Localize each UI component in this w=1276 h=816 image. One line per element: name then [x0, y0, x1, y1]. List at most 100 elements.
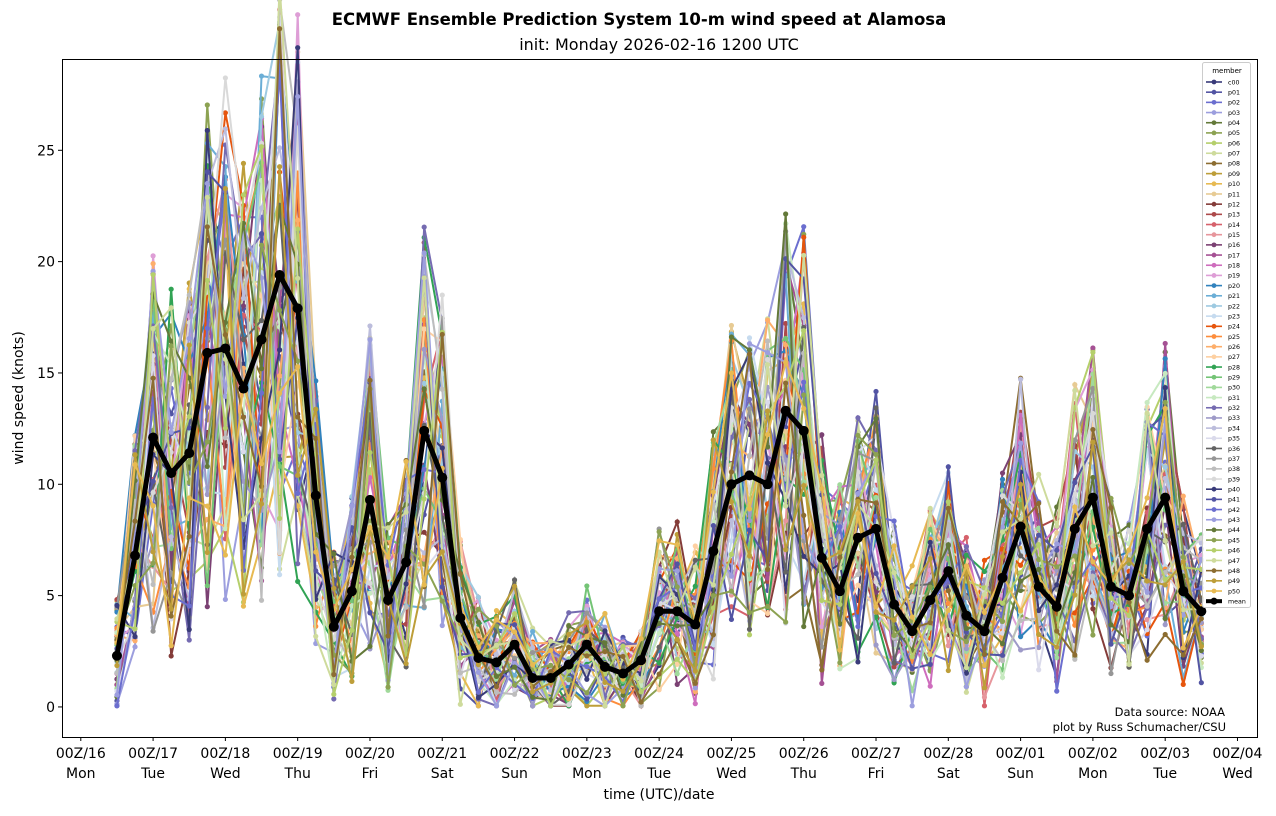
- member-point: [710, 676, 716, 682]
- mean-point: [1033, 581, 1044, 592]
- member-point: [855, 510, 861, 517]
- member-point: [548, 638, 554, 644]
- member-point: [638, 689, 644, 695]
- member-point: [1018, 412, 1024, 418]
- legend-swatch-marker: [1211, 385, 1217, 390]
- member-point: [222, 186, 228, 192]
- member-point: [331, 696, 337, 702]
- member-point: [981, 557, 988, 563]
- member-point: [764, 349, 771, 356]
- member-point: [349, 678, 355, 684]
- member-point: [1090, 543, 1096, 549]
- mean-point: [455, 612, 466, 623]
- member-point: [638, 703, 644, 709]
- legend-swatch-marker: [1211, 446, 1217, 451]
- member-point: [656, 671, 662, 677]
- member-point: [909, 593, 915, 600]
- member-point: [981, 651, 988, 657]
- legend-swatch-marker: [1211, 456, 1217, 462]
- member-point: [313, 568, 319, 574]
- member-point: [891, 570, 897, 576]
- member-point: [548, 703, 554, 709]
- credit-annotation: plot by Russ Schumacher/CSU: [1053, 720, 1226, 734]
- member-point: [168, 505, 174, 511]
- member-point: [277, 164, 283, 170]
- member-point: [819, 485, 825, 492]
- x-tick-day-label: Tue: [140, 766, 165, 782]
- member-point: [457, 655, 463, 661]
- member-point: [150, 581, 156, 588]
- mean-point: [961, 610, 972, 621]
- member-point: [1090, 606, 1096, 612]
- mean-point: [509, 639, 520, 650]
- legend-swatch-marker: [1211, 425, 1217, 431]
- member-point: [909, 654, 915, 660]
- series-layer: [111, 0, 1207, 710]
- member-point: [168, 429, 174, 435]
- member-point: [1054, 582, 1060, 588]
- legend-swatch-marker: [1211, 242, 1217, 248]
- member-point: [710, 582, 716, 588]
- member-point: [439, 331, 445, 338]
- x-tick-day-label: Tue: [1152, 766, 1177, 782]
- member-point: [1090, 632, 1096, 638]
- member-point: [873, 500, 879, 506]
- member-point: [963, 670, 969, 676]
- member-point: [909, 614, 915, 620]
- x-tick-day-label: Mon: [66, 766, 96, 782]
- member-point: [855, 571, 861, 578]
- y-tick-label: 10: [37, 477, 55, 493]
- legend-label: p44: [1228, 527, 1240, 534]
- member-point: [295, 93, 301, 100]
- member-point: [475, 694, 482, 701]
- mean-point: [491, 657, 502, 668]
- member-point: [186, 292, 192, 298]
- chart-title: ECMWF Ensemble Prediction System 10-m wi…: [332, 10, 946, 29]
- x-tick-time-label: 00Z/04: [1213, 746, 1263, 762]
- member-point: [692, 564, 698, 570]
- legend-swatch-marker: [1211, 537, 1217, 543]
- member-point: [186, 459, 192, 465]
- legend-label: p46: [1228, 548, 1240, 555]
- member-point: [855, 550, 861, 557]
- mean-point: [383, 595, 394, 606]
- member-point: [421, 582, 427, 588]
- member-point: [602, 679, 608, 685]
- member-point: [168, 653, 174, 659]
- member-point: [837, 554, 843, 560]
- member-point: [909, 665, 915, 672]
- member-point: [674, 630, 680, 636]
- x-tick-day-label: Fri: [362, 766, 379, 782]
- member-point: [421, 466, 427, 473]
- mean-point: [834, 586, 845, 597]
- member-point: [150, 261, 156, 267]
- member-point: [999, 493, 1006, 499]
- x-axis: 00Z/16 Mon 00Z/17 Tue 00Z/18 Wed 00Z/19 Thu 00Z/…: [56, 737, 1263, 782]
- member-point: [439, 445, 445, 451]
- member-point: [945, 588, 951, 594]
- member-point: [1054, 530, 1060, 536]
- member-point: [421, 604, 427, 610]
- member-point: [204, 127, 210, 134]
- member-point: [1072, 652, 1078, 658]
- member-point: [258, 366, 265, 372]
- mean-point: [997, 572, 1008, 583]
- member-point: [1162, 385, 1168, 391]
- member-point: [692, 557, 698, 563]
- member-point: [132, 644, 138, 650]
- member-point: [981, 685, 988, 691]
- mean-point: [111, 650, 122, 661]
- member-point: [240, 337, 247, 343]
- legend-swatch-marker: [1211, 89, 1217, 95]
- member-point: [746, 406, 753, 412]
- member-point: [439, 386, 445, 392]
- member-point: [1144, 410, 1150, 416]
- mean-point: [256, 334, 267, 345]
- member-point: [963, 563, 969, 569]
- member-point: [819, 432, 825, 438]
- legend-label: p45: [1228, 537, 1240, 544]
- member-point: [584, 663, 590, 670]
- mean-point: [636, 655, 647, 666]
- member-point: [837, 601, 843, 608]
- legend-swatch-marker: [1211, 293, 1217, 299]
